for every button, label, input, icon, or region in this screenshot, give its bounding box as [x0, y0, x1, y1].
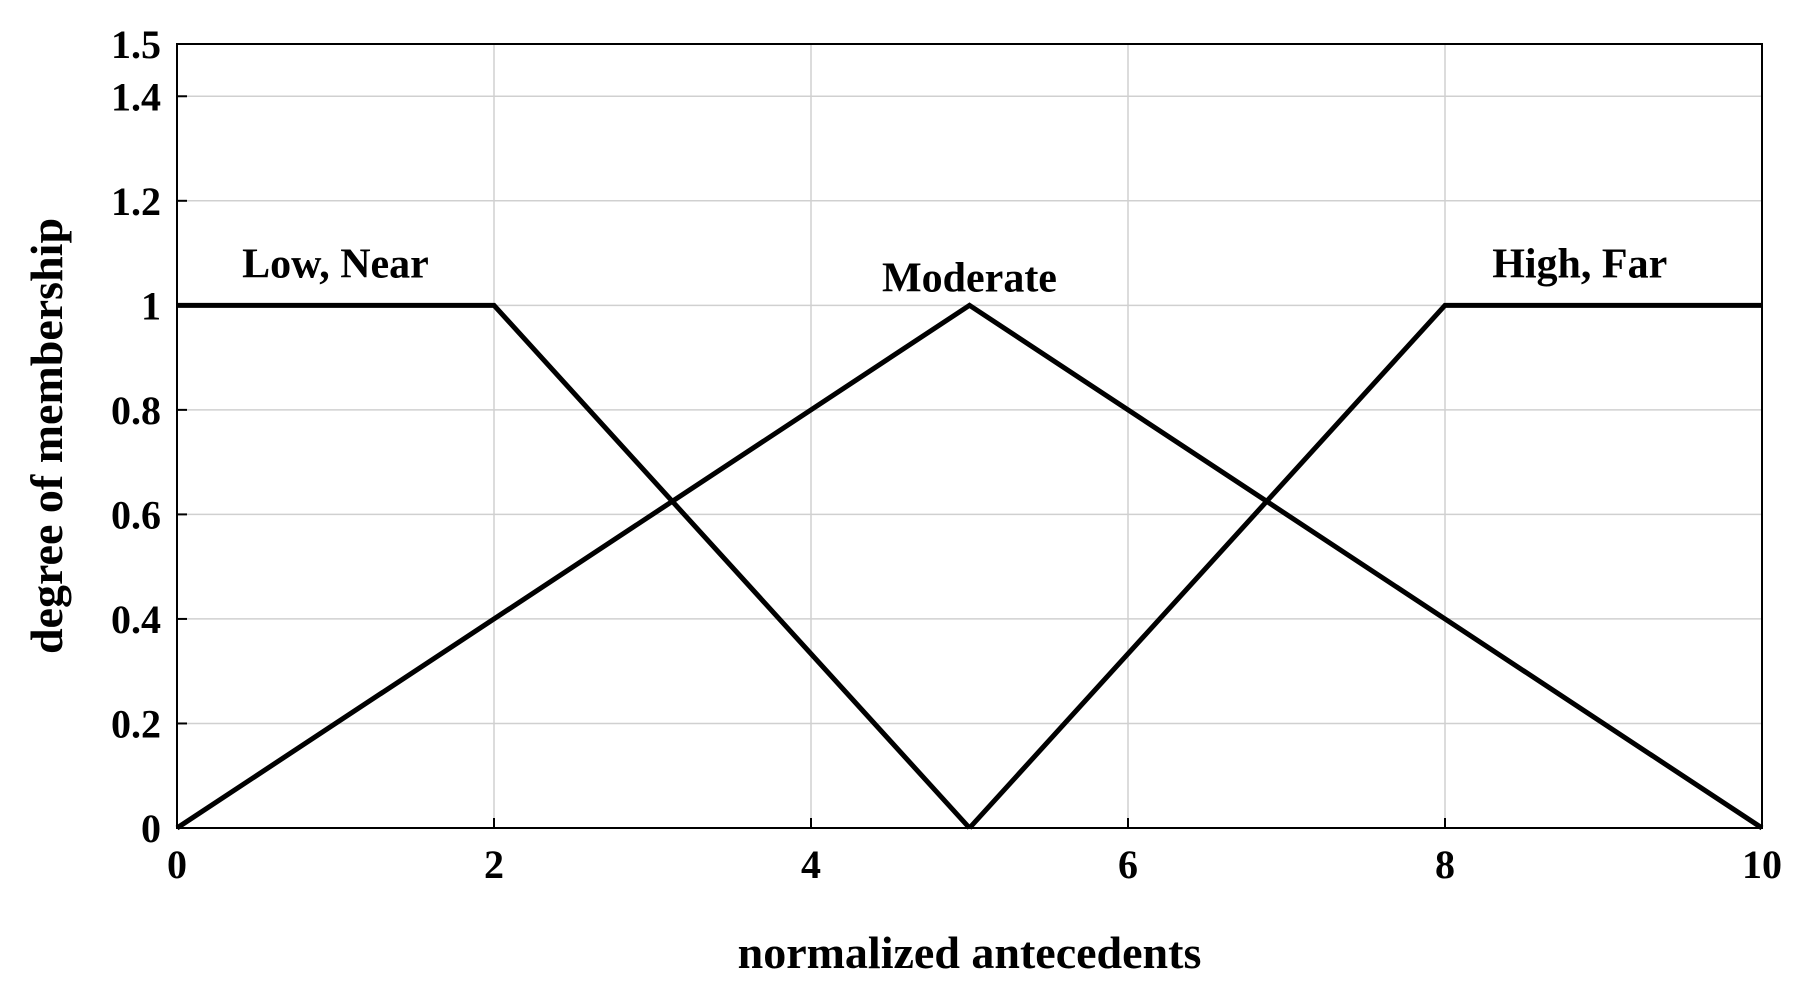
series-labels: Low, Near Moderate High, Far	[242, 241, 1667, 301]
series-label-2: Moderate	[882, 255, 1057, 301]
x-axis-title: normalized antecedents	[738, 927, 1202, 978]
x-tick-label: 0	[167, 842, 187, 887]
y-tick-label: 0.8	[111, 388, 161, 433]
y-tick-label: 0.2	[111, 701, 161, 746]
x-tick-labels: 0 2 4 6 8 10	[167, 818, 1782, 887]
x-tick-label: 2	[484, 842, 504, 887]
series-line-3	[967, 302, 1762, 830]
series-line-2	[175, 302, 1764, 831]
x-tick-label: 4	[801, 842, 821, 887]
y-tick-label: 0.6	[111, 492, 161, 537]
y-tick-labels: 0 0.2 0.4 0.6 0.8 1 1.2 1.4 1.5	[111, 22, 187, 851]
series-line-1	[177, 302, 972, 830]
x-tick-label: 10	[1742, 842, 1782, 887]
y-tick-label: 1.4	[111, 74, 161, 119]
y-tick-label: 1.2	[111, 179, 161, 224]
y-tick-label: 0.4	[111, 597, 161, 642]
y-tick-label: 1	[141, 283, 161, 328]
series-label-3: High, Far	[1492, 241, 1667, 287]
y-axis-title: degree of membership	[21, 218, 72, 654]
y-tick-label: 1.5	[111, 22, 161, 67]
x-tick-label: 6	[1118, 842, 1138, 887]
x-tick-label: 8	[1435, 842, 1455, 887]
series-label-1: Low, Near	[242, 241, 429, 287]
y-tick-label: 0	[141, 806, 161, 851]
axes-frame	[176, 43, 1763, 829]
grid	[177, 44, 1762, 828]
series-lines	[175, 302, 1764, 831]
